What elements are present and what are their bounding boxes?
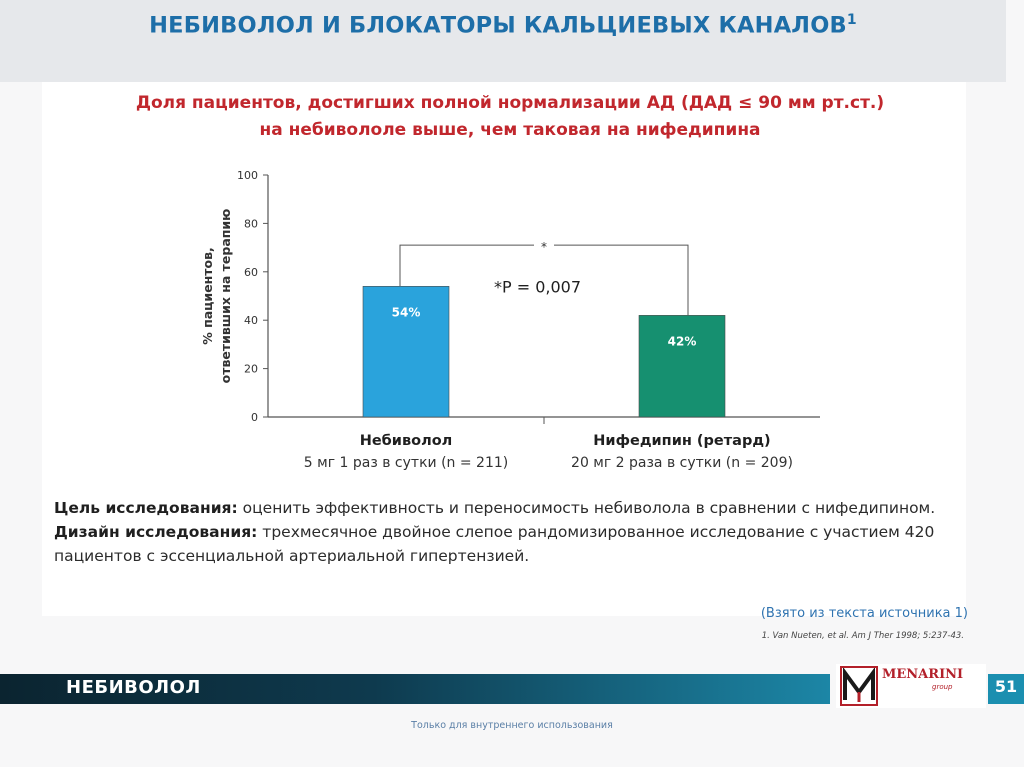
brand-sub: group [932,683,953,691]
bar [362,286,450,418]
goal-label: Цель исследования: [54,499,238,517]
reference-citation: 1. Van Nueten, et al. Am J Ther 1998; 5:… [761,631,964,641]
y-tick-label: 40 [244,314,258,327]
x-category-detail: 20 мг 2 раза в сутки (n = 209) [571,455,793,471]
x-category-detail: 5 мг 1 раз в сутки (n = 211) [304,455,508,471]
study-design: Дизайн исследования: трехмесячное двойно… [54,520,964,568]
chart-subtitle: Доля пациентов, достигших полной нормали… [60,90,960,144]
bar-data-label: 54% [392,305,421,319]
brand-m-icon [843,666,875,702]
header-band [0,0,1006,82]
study-description: Цель исследования: оценить эффективность… [54,496,964,568]
subtitle-line-2: на небивололе выше, чем таковая на нифед… [259,120,761,140]
content-panel [42,82,966,616]
x-category-label: Небиволол [360,433,453,449]
confidential-note: Только для внутреннего использования [411,720,613,731]
significance-marker-bg [534,239,554,252]
subtitle-line-1: Доля пациентов, достигших полной нормали… [135,93,885,113]
bar [638,315,726,418]
significance-marker: * [541,240,547,254]
page-number-box [988,674,1024,704]
y-tick-label: 0 [251,411,258,424]
y-axis-label-line-2: ответивших на терапию [218,209,233,384]
bar-data-label: 42% [668,334,697,348]
y-tick-label: 20 [244,363,258,376]
brand-name: MENARINI [882,667,964,682]
slide-title: НЕБИВОЛОЛ И БЛОКАТОРЫ КАЛЬЦИЕВЫХ КАНАЛОВ… [0,12,1006,39]
slide-title-text: НЕБИВОЛОЛ И БЛОКАТОРЫ КАЛЬЦИЕВЫХ КАНАЛОВ [149,12,847,39]
bar-chart: 0 20 40 60 80 100 % пациентов, ответивших на те… [200,169,820,471]
slide-title-superscript: 1 [846,12,857,28]
source-note: (Взято из текста источника 1) [760,606,968,621]
p-value-annotation: *P = 0,007 [494,278,581,297]
brand-logo-mark [840,666,878,706]
y-tick-label: 60 [244,266,258,279]
x-category-label: Нифедипин (ретард) [593,433,770,449]
y-axis-label-line-1: % пациентов, [200,247,215,345]
page-number: 51 [994,677,1018,696]
y-tick-label: 80 [244,217,258,230]
goal-text: оценить эффективность и переносимость не… [237,499,936,517]
design-text: трехмесячное двойное слепое рандомизиров… [54,523,935,565]
design-label: Дизайн исследования: [54,523,258,541]
footer-bar [0,674,830,704]
study-goal: Цель исследования: оценить эффективность… [54,496,964,520]
footer-label: НЕБИВОЛОЛ [66,677,201,698]
y-tick-label: 100 [237,169,258,182]
